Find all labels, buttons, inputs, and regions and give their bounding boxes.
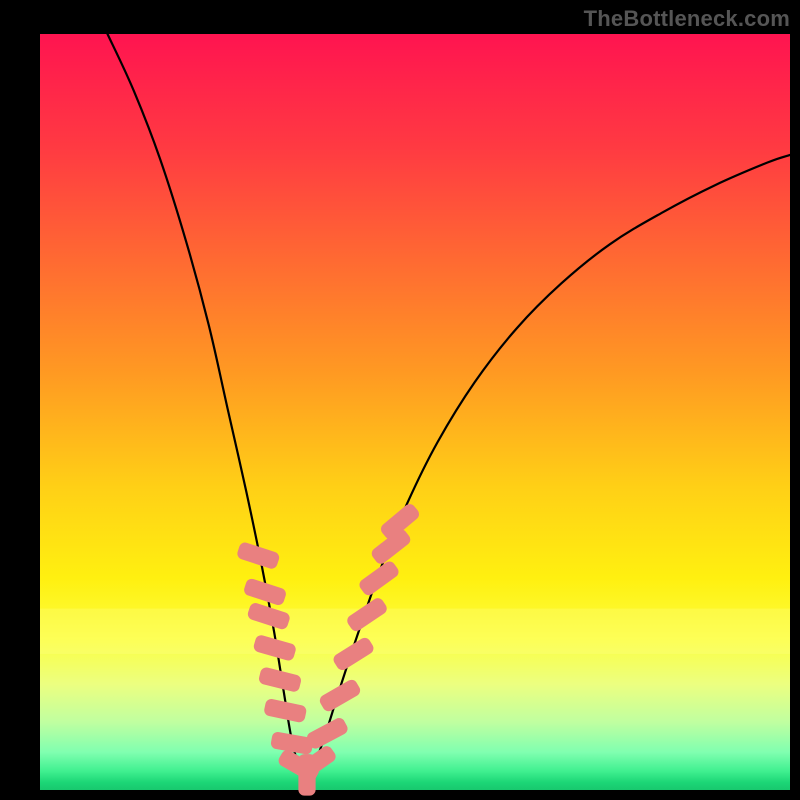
watermark-text: TheBottleneck.com: [584, 6, 790, 32]
plot-background: [40, 34, 790, 790]
highlight-band: [40, 609, 790, 654]
bottleneck-curve-chart: [0, 0, 800, 800]
